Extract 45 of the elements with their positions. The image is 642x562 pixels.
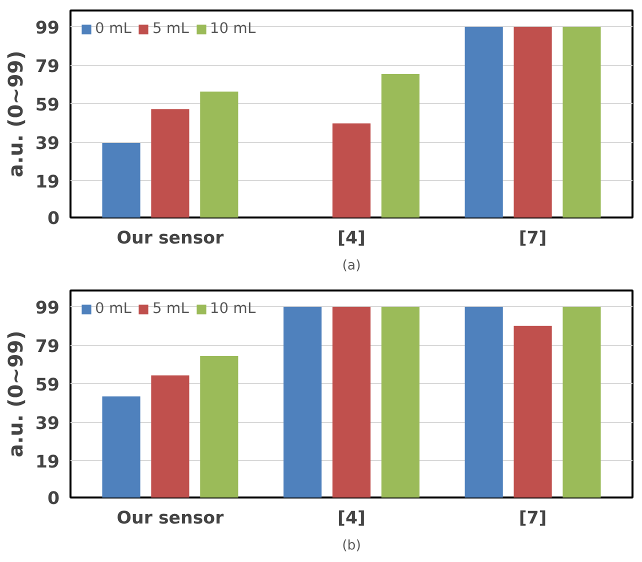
legend-label: 0 mL [95, 300, 132, 317]
y-tick-label: 39 [35, 134, 60, 154]
x-tick-label: [4] [338, 508, 366, 528]
bar [381, 306, 420, 498]
y-tick-label: 79 [35, 56, 60, 77]
x-tick-label: Our sensor [116, 508, 224, 528]
bar [381, 74, 420, 218]
text: (b) [342, 538, 361, 554]
bar [514, 326, 552, 498]
bar [562, 26, 601, 218]
y-tick-label: 99 [35, 18, 60, 38]
x-tick-label: Our sensor [116, 228, 224, 248]
legend-label: 5 mL [152, 20, 189, 37]
bar [151, 375, 190, 498]
x-tick-label: [4] [338, 228, 366, 248]
y-tick-label: 39 [35, 414, 60, 434]
y-tick-label: 19 [35, 172, 60, 192]
bar [200, 92, 238, 218]
y-axis-title: a.u. (0~99) [3, 330, 28, 458]
y-tick-label: 0 [47, 209, 60, 229]
bar [102, 142, 140, 218]
bar [332, 306, 371, 498]
legend-label: 10 mL [210, 300, 256, 317]
x-tick-label: [7] [518, 508, 547, 528]
legend-label: 5 mL [152, 300, 189, 317]
bar [102, 396, 140, 498]
text: (a) [342, 258, 361, 274]
y-tick-label: 79 [35, 336, 60, 357]
y-tick-label: 99 [35, 298, 60, 318]
y-axis-title: a.u. (0~99) [3, 50, 28, 178]
bar [514, 26, 552, 218]
bar [151, 109, 190, 218]
legend-label: 10 mL [210, 20, 256, 37]
bar [284, 306, 322, 498]
y-tick-label: 59 [35, 95, 60, 116]
x-tick-label: [7] [518, 228, 547, 248]
bar [332, 123, 371, 218]
bar [464, 26, 503, 218]
y-tick-label: 19 [35, 452, 60, 472]
y-tick-label: 59 [35, 375, 60, 396]
bar [200, 356, 238, 498]
legend-label: 0 mL [95, 20, 132, 37]
bar [464, 306, 503, 498]
bar [562, 306, 601, 498]
y-tick-label: 0 [47, 489, 60, 509]
